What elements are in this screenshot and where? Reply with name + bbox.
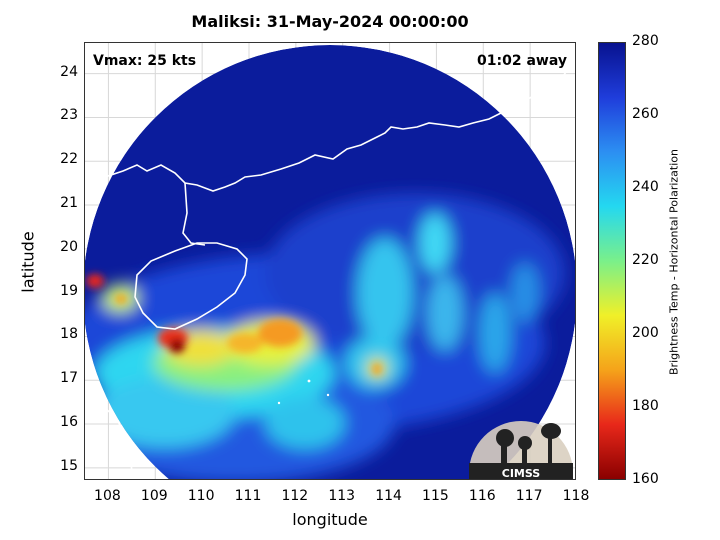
colorbar-tick-label: 240 <box>632 179 659 195</box>
y-tick-label: 20 <box>60 238 78 255</box>
vietnam-coast <box>85 392 134 479</box>
colorbar-tick-label: 260 <box>632 106 659 122</box>
x-tick-label: 112 <box>281 488 309 504</box>
x-tick-label: 114 <box>375 488 402 504</box>
chart-title: Maliksi: 31-May-2024 00:00:00 <box>191 12 469 31</box>
coastline <box>85 53 575 479</box>
island-dot <box>307 379 311 383</box>
hainan-island <box>134 242 248 330</box>
colorbar-tick-label: 180 <box>632 398 659 414</box>
x-tick-label: 115 <box>422 488 449 504</box>
colorbar-tick-label: 160 <box>632 471 659 487</box>
x-tick-label: 108 <box>94 488 121 504</box>
y-tick-label: 19 <box>60 282 78 299</box>
y-tick-label: 17 <box>60 370 78 387</box>
y-tick-label: 21 <box>60 195 78 212</box>
vmax-label: Vmax: 25 kts <box>93 53 197 69</box>
x-tick-label: 109 <box>140 488 168 504</box>
cloud-field <box>85 193 565 479</box>
time-away-label: 01:02 away <box>477 53 567 69</box>
colorbar-label: Brightness Temp - Horizontal Polarizatio… <box>667 149 681 375</box>
logo-text: CIMSS <box>502 467 541 480</box>
y-tick-label: 22 <box>60 151 78 168</box>
convective-cores <box>86 274 382 375</box>
map-plot-area: CIMSS Vmax: 25 kts 01:02 away <box>84 42 576 480</box>
x-tick-label: 113 <box>328 488 356 504</box>
x-tick-label: 117 <box>515 488 543 504</box>
y-tick-label: 23 <box>60 107 78 124</box>
x-tick-label: 118 <box>562 488 590 504</box>
cimss-logo: CIMSS <box>469 421 573 480</box>
swath <box>85 45 575 479</box>
colorbar-tick-label: 220 <box>632 252 659 268</box>
island-dot <box>326 393 330 397</box>
y-tick-label: 15 <box>60 457 78 474</box>
y-axis-label: latitude <box>18 231 38 293</box>
y-tick-label: 24 <box>60 63 78 80</box>
south-china-coast <box>85 53 575 192</box>
x-axis-label: longitude <box>292 510 368 529</box>
brightness-temperature-map: CIMSS <box>85 43 575 480</box>
colorbar-tick-label: 200 <box>632 325 659 341</box>
x-tick-label: 116 <box>468 488 496 504</box>
y-tick-label: 16 <box>60 414 78 431</box>
colorbar-tick-label: 280 <box>632 33 659 49</box>
island-dot <box>277 401 281 405</box>
y-tick-label: 18 <box>60 326 78 343</box>
colorbar <box>598 42 626 480</box>
x-tick-label: 110 <box>187 488 215 504</box>
x-tick-label: 111 <box>234 488 262 504</box>
